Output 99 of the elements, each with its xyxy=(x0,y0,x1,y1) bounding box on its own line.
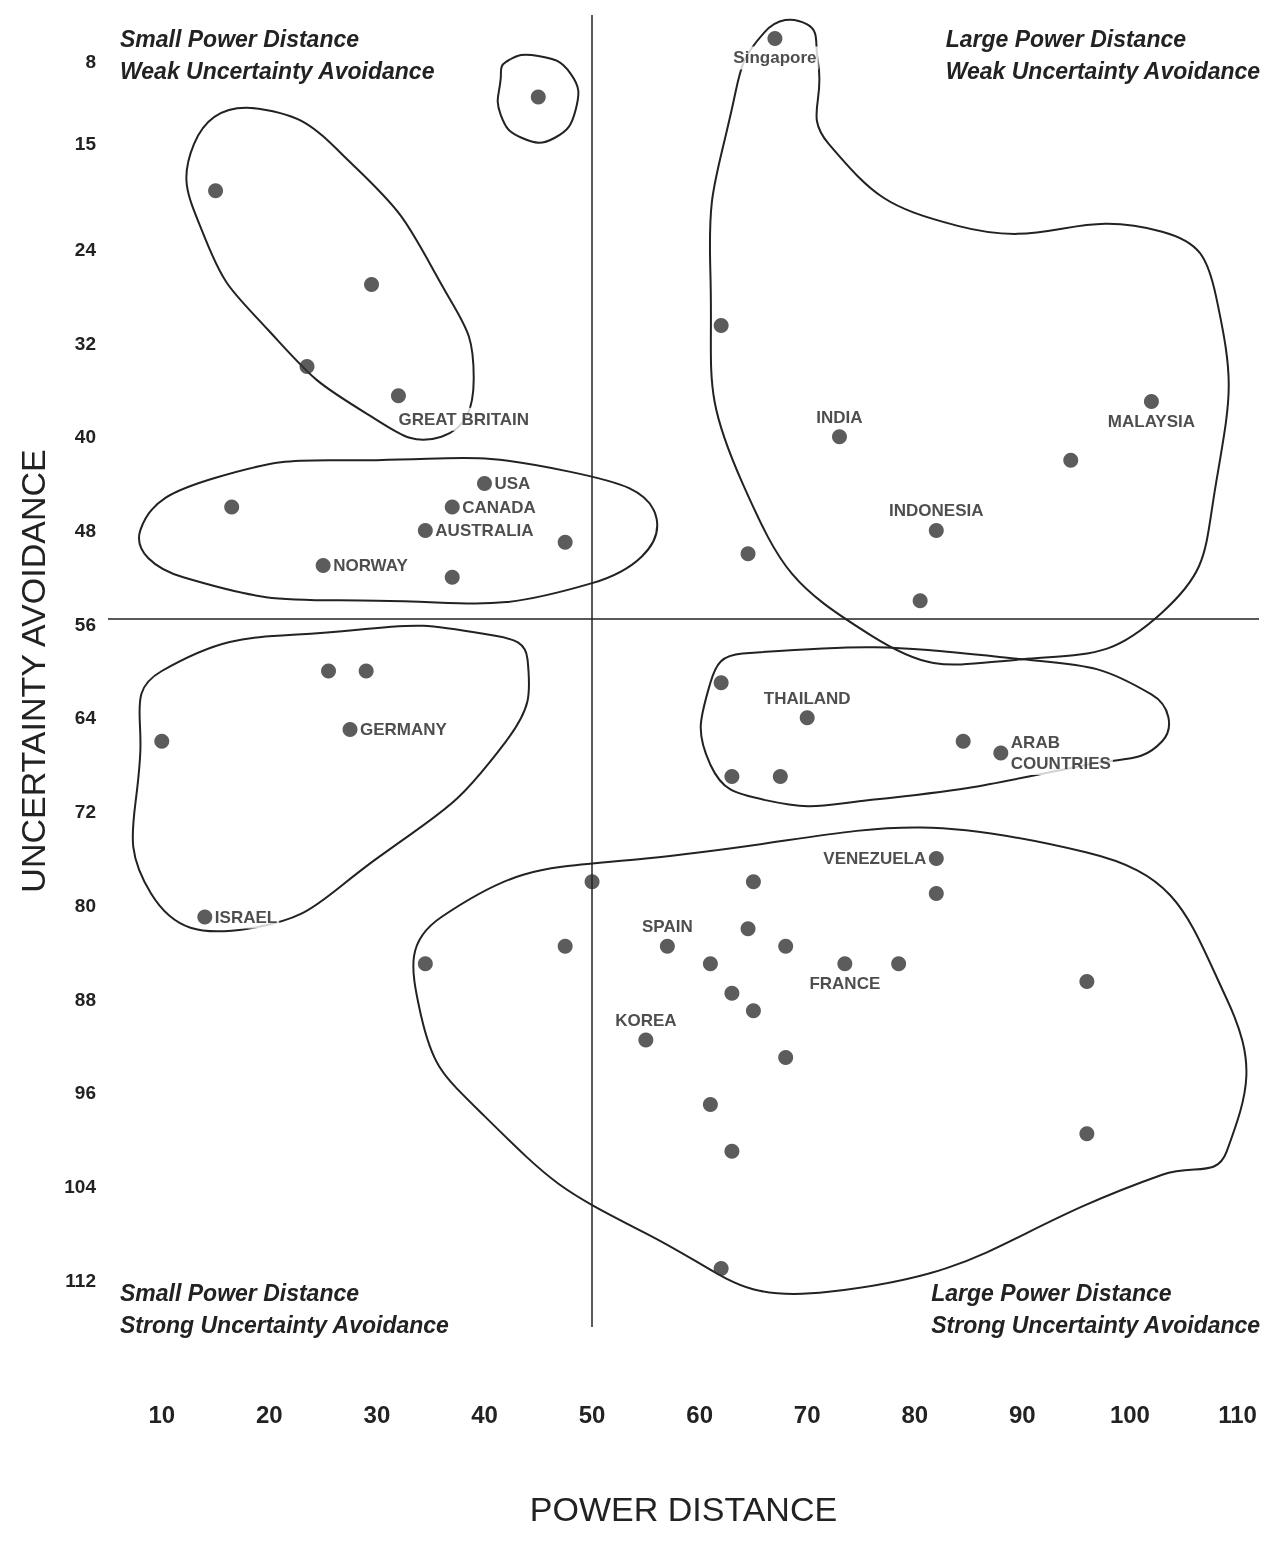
point xyxy=(713,675,729,691)
point xyxy=(208,183,224,199)
point xyxy=(315,558,331,574)
y-tick-label: 88 xyxy=(74,988,96,1010)
annotation: FRANCE xyxy=(809,973,881,993)
y-tick-label: 80 xyxy=(74,894,96,916)
y-tick-label: 40 xyxy=(74,426,96,448)
x-tick-label: 80 xyxy=(901,1400,929,1428)
point xyxy=(417,956,433,972)
point xyxy=(740,546,756,562)
point xyxy=(702,1096,718,1112)
point xyxy=(912,593,928,609)
point xyxy=(799,710,815,726)
point xyxy=(390,388,406,404)
annotation: AUSTRALIA xyxy=(435,520,534,540)
x-tick-label: 50 xyxy=(578,1400,606,1428)
point xyxy=(724,985,740,1001)
point xyxy=(745,1003,761,1019)
annotation: Small Power Distance Strong Uncertainty Avoidance xyxy=(120,1280,450,1338)
point xyxy=(713,1260,729,1276)
point xyxy=(154,733,170,749)
point xyxy=(1079,1126,1095,1142)
point xyxy=(530,89,546,105)
point xyxy=(557,534,573,550)
y-tick-label: 96 xyxy=(74,1082,96,1104)
point xyxy=(772,768,788,784)
y-tick-label: 112 xyxy=(65,1269,96,1291)
annotation: INDIA xyxy=(816,407,863,427)
annotation: USA xyxy=(494,474,531,494)
annotation: ISRAEL xyxy=(214,907,278,927)
point xyxy=(702,956,718,972)
y-tick-label: 48 xyxy=(74,519,96,541)
x-tick-label: 10 xyxy=(148,1400,176,1428)
annotation: MALAYSIA xyxy=(1107,411,1196,431)
annotation: CANADA xyxy=(462,497,536,517)
y-tick-label: 15 xyxy=(74,133,97,155)
annotation: GERMANY xyxy=(360,720,448,740)
annotation: THAILAND xyxy=(763,688,851,708)
point xyxy=(321,663,337,679)
x-tick-label: 70 xyxy=(793,1400,821,1428)
y-tick-label: 24 xyxy=(74,238,97,260)
point xyxy=(767,30,783,46)
point xyxy=(778,938,794,954)
annotation: GREAT BRITAIN xyxy=(398,409,530,429)
annotation: VENEZUELA xyxy=(823,848,927,868)
x-tick-label: 90 xyxy=(1008,1400,1036,1428)
point xyxy=(557,938,573,954)
point xyxy=(713,317,729,333)
point xyxy=(928,522,944,538)
point xyxy=(444,569,460,585)
point xyxy=(477,476,492,492)
point xyxy=(342,722,358,738)
x-tick-label: 30 xyxy=(363,1400,391,1428)
annotation: SPAIN xyxy=(642,917,693,937)
annotation: INDONESIA xyxy=(889,501,984,521)
point xyxy=(358,663,374,679)
annotation: ARAB COUNTRIES xyxy=(1010,733,1111,773)
point xyxy=(1143,394,1159,410)
point xyxy=(417,522,433,538)
x-tick-label: 60 xyxy=(686,1400,713,1428)
x-axis-title: POWER DISTANCE xyxy=(529,1490,838,1528)
annotation: Large Power Distance Strong Uncertainty Avoidance xyxy=(931,1280,1261,1338)
point xyxy=(837,956,853,972)
annotation: Small Power Distance Weak Uncertainty Avoidance xyxy=(120,26,435,84)
annotation: Large Power Distance Weak Uncertainty Avoidance xyxy=(945,26,1261,84)
y-axis-title: UNCERTAINTY AVOIDANCE xyxy=(14,449,52,893)
point xyxy=(745,874,761,890)
point xyxy=(364,276,380,292)
point xyxy=(778,1050,794,1066)
x-tick-label: 20 xyxy=(256,1400,283,1428)
point xyxy=(638,1032,654,1048)
y-tick-label: 8 xyxy=(85,51,96,73)
y-tick-label: 72 xyxy=(74,801,96,823)
y-tick-label: 56 xyxy=(74,613,96,635)
y-tick-label: 64 xyxy=(74,707,97,729)
annotation: KOREA xyxy=(615,1011,677,1030)
point xyxy=(724,1143,740,1159)
annotation: NORWAY xyxy=(333,556,409,576)
point xyxy=(740,921,756,937)
point xyxy=(1063,452,1079,468)
point xyxy=(928,886,944,902)
x-tick-label: 110 xyxy=(1218,1400,1257,1428)
annotation: Singapore xyxy=(733,48,817,68)
point xyxy=(444,499,460,515)
point xyxy=(993,745,1009,761)
point xyxy=(831,429,847,445)
point xyxy=(224,499,240,515)
x-tick-label: 100 xyxy=(1109,1400,1150,1428)
y-tick-label: 104 xyxy=(64,1175,97,1197)
point xyxy=(299,358,315,374)
point xyxy=(955,733,971,749)
x-tick-label: 40 xyxy=(471,1400,498,1428)
y-tick-label: 32 xyxy=(74,332,96,354)
point xyxy=(724,768,740,784)
point xyxy=(891,956,907,972)
point xyxy=(659,938,675,954)
point xyxy=(928,850,944,866)
point xyxy=(197,909,213,925)
point xyxy=(1079,973,1095,989)
